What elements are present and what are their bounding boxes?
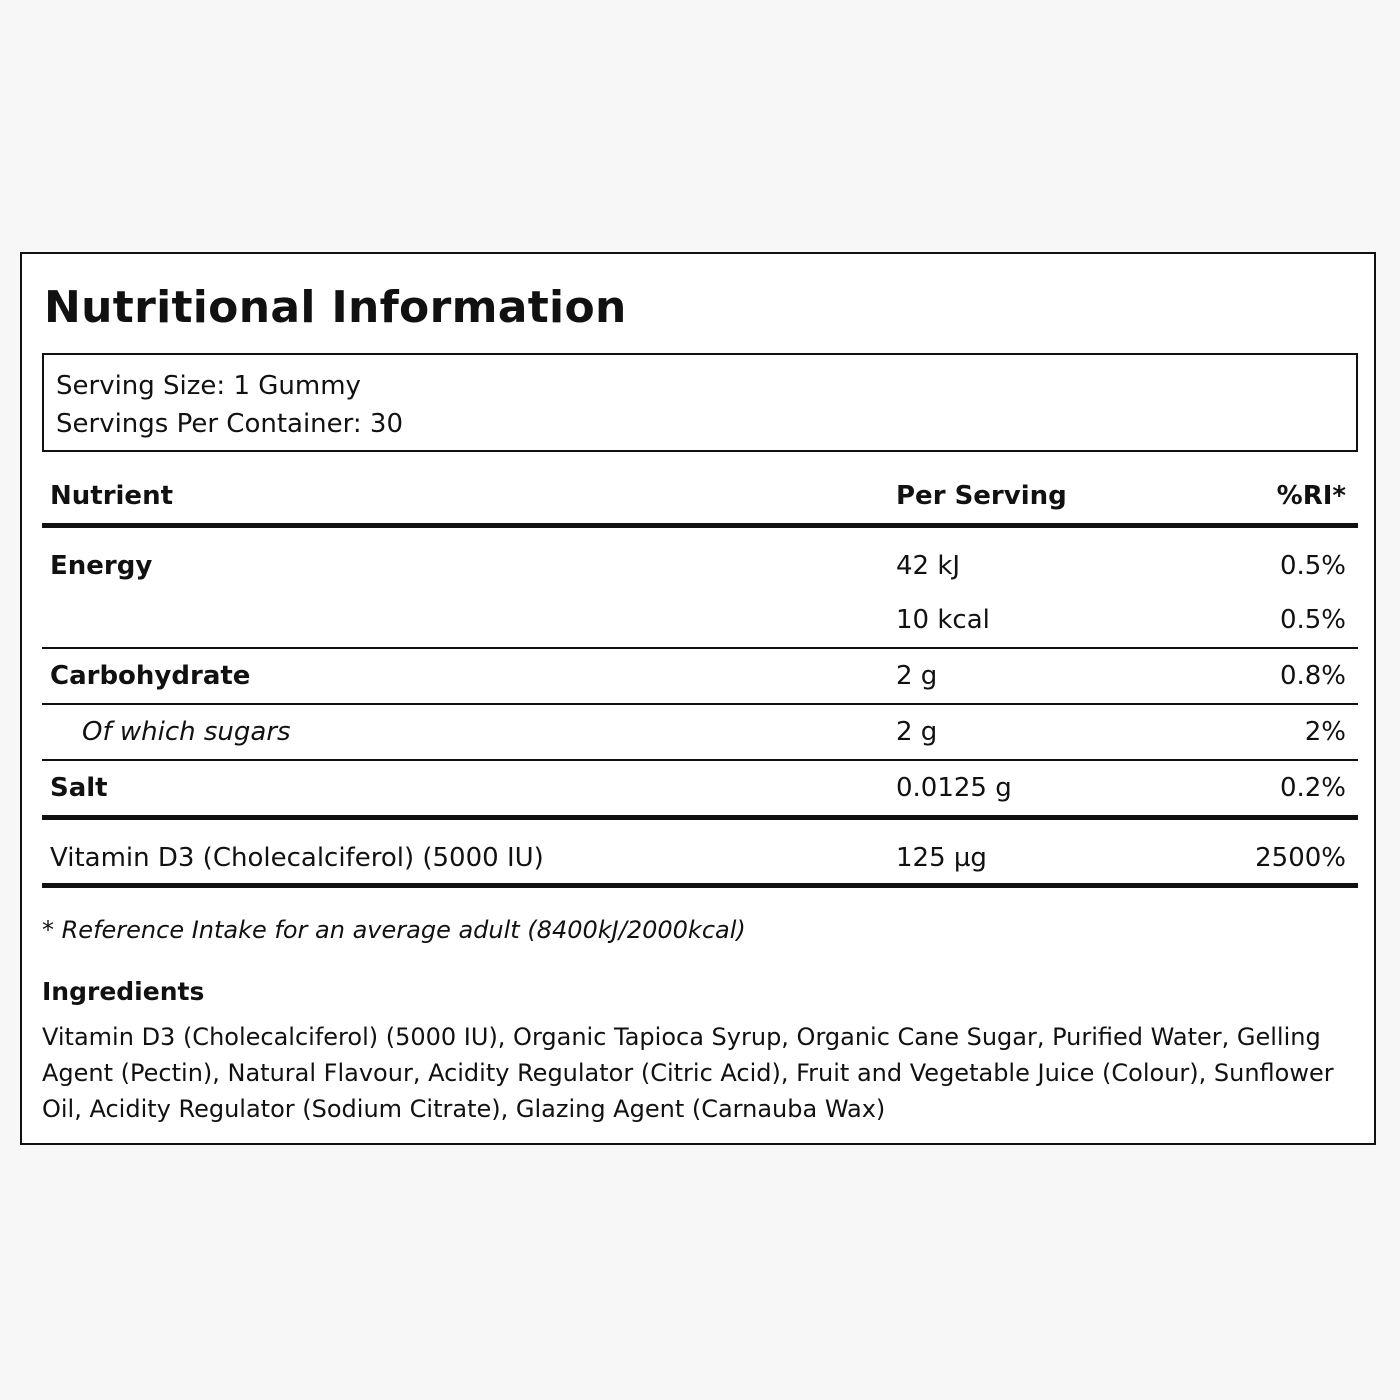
row-energy-kcal-ri: 0.5%	[1279, 605, 1346, 635]
ingredients-list: Vitamin D3 (Cholecalciferol) (5000 IU), …	[42, 1023, 1334, 1123]
header-divider	[42, 523, 1358, 528]
header-per-serving: Per Serving	[896, 481, 1067, 511]
section-divider	[42, 815, 1358, 820]
serving-info-box: Serving Size: 1 Gummy Servings Per Conta…	[42, 353, 1358, 452]
row-vitamin-d3-ri: 2500%	[1255, 843, 1346, 873]
header-nutrient: Nutrient	[50, 481, 174, 511]
serving-size: Serving Size: 1 Gummy	[56, 371, 361, 401]
row-salt-name: Salt	[50, 773, 108, 803]
row-sugars-per: 2 g	[896, 717, 938, 747]
page-title: Nutritional Information	[44, 282, 627, 333]
row-energy-name: Energy	[50, 551, 153, 581]
row-divider	[42, 647, 1358, 649]
row-sugars-name: Of which sugars	[82, 717, 291, 747]
row-sugars-ri: 2%	[1304, 717, 1346, 747]
row-salt-ri: 0.2%	[1279, 773, 1346, 803]
table-bottom-divider	[42, 883, 1358, 888]
servings-per-container: Servings Per Container: 30	[56, 409, 404, 439]
header-ri: %RI*	[1276, 481, 1346, 511]
row-carbohydrate-name: Carbohydrate	[50, 661, 251, 691]
row-divider	[42, 703, 1358, 705]
row-energy-kj: 42 kJ	[896, 551, 961, 581]
row-carbohydrate-ri: 0.8%	[1279, 661, 1346, 691]
row-energy-kcal: 10 kcal	[896, 605, 990, 635]
row-energy-kj-ri: 0.5%	[1279, 551, 1346, 581]
row-carbohydrate-per: 2 g	[896, 661, 938, 691]
ingredients-heading: Ingredients	[42, 977, 205, 1006]
row-divider	[42, 759, 1358, 761]
ri-footnote: * Reference Intake for an average adult …	[42, 916, 746, 944]
row-salt-per: 0.0125 g	[896, 773, 1012, 803]
nutrition-panel: Nutritional Information Serving Size: 1 …	[20, 252, 1376, 1145]
row-vitamin-d3-name: Vitamin D3 (Cholecalciferol) (5000 IU)	[50, 843, 544, 873]
row-vitamin-d3-per: 125 µg	[896, 843, 987, 873]
